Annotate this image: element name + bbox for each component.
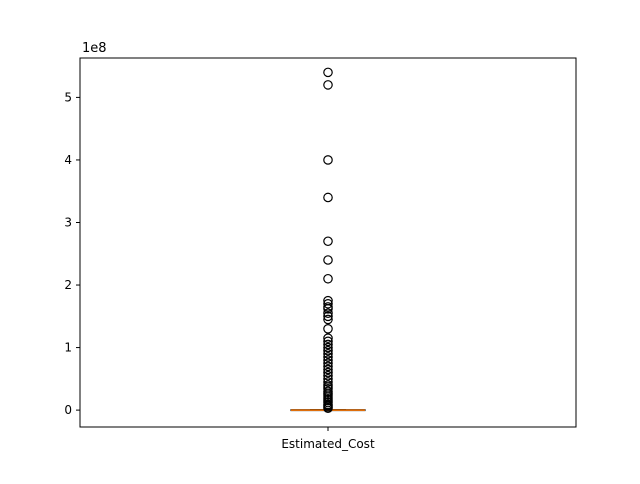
outlier-point	[323, 298, 333, 309]
outlier-point	[323, 352, 333, 362]
y-tick-label: 4	[64, 153, 72, 167]
outlier-point	[323, 342, 333, 353]
y-tick-label: 1	[64, 341, 72, 355]
outliers	[323, 67, 333, 414]
outlier-point	[323, 361, 333, 372]
outlier-point	[323, 367, 333, 378]
outlier-point	[323, 345, 333, 356]
outlier-point	[323, 308, 333, 318]
outlier-point	[323, 377, 333, 387]
outlier-point	[323, 355, 333, 365]
outlier-point	[323, 349, 333, 359]
outlier-point	[323, 324, 333, 334]
outlier-point	[323, 314, 333, 325]
outlier-point	[323, 333, 333, 343]
y-offset-label: 1e8	[82, 41, 107, 56]
y-tick-label: 3	[64, 215, 72, 229]
outlier-point	[323, 236, 333, 247]
outlier-point	[323, 370, 333, 381]
x-tick-label: Estimated_Cost	[281, 437, 375, 451]
y-tick-label: 0	[64, 403, 72, 417]
outlier-point	[323, 403, 333, 414]
y-tick-label: 5	[64, 90, 72, 104]
y-tick-label: 2	[64, 278, 72, 292]
y-axis: 0 1 2 3 4 5	[64, 90, 80, 417]
outlier-point	[323, 273, 333, 284]
outlier-point	[323, 155, 333, 165]
outlier-point	[323, 67, 333, 78]
outlier-point	[323, 311, 333, 322]
outlier-point	[323, 358, 333, 369]
outlier-point	[323, 80, 333, 90]
outlier-point	[323, 303, 333, 314]
outlier-point	[323, 364, 333, 375]
outlier-point	[323, 192, 333, 203]
outlier-point	[323, 255, 333, 265]
outlier-point	[323, 336, 333, 347]
outlier-point	[323, 339, 333, 350]
